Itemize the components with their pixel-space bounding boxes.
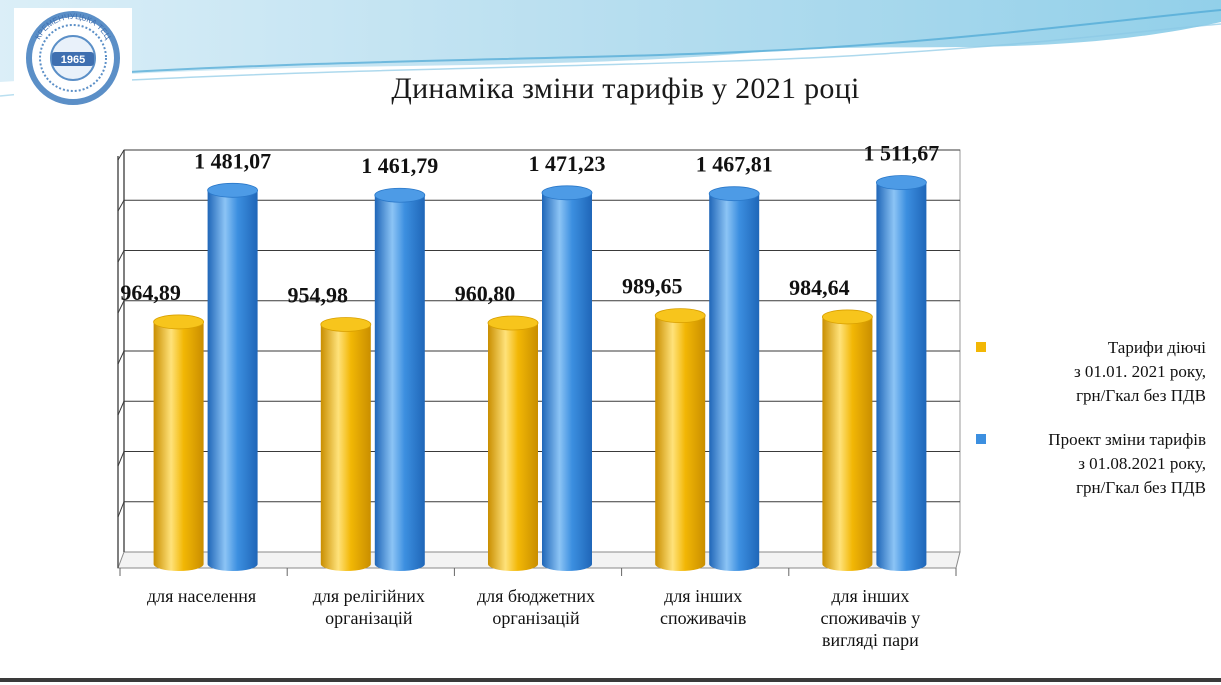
bar-top bbox=[487, 315, 539, 331]
data-label: 1 481,07 bbox=[194, 148, 271, 173]
header-wave-decoration bbox=[0, 0, 1221, 97]
data-label: 1 467,81 bbox=[696, 152, 773, 177]
category-label: для інших споживачів у вигляді пари bbox=[820, 586, 921, 650]
category-label: для населення bbox=[146, 586, 257, 606]
category-label: для релігійних організацій bbox=[312, 586, 425, 628]
data-label: 989,65 bbox=[622, 274, 683, 299]
bar-proposed-2 bbox=[374, 187, 426, 571]
bar-top bbox=[153, 314, 205, 330]
bar-top bbox=[876, 175, 927, 190]
gridline-connector bbox=[117, 350, 125, 365]
bar-body bbox=[153, 321, 204, 572]
logo-year: 1965 bbox=[61, 54, 85, 66]
category-label: для інших споживачів bbox=[660, 586, 747, 628]
bar-body bbox=[876, 182, 927, 572]
bar-body bbox=[542, 192, 592, 571]
gridline-connector bbox=[117, 300, 125, 314]
chart-title: Динаміка зміни тарифів у 2021 році bbox=[391, 72, 860, 105]
bar-body bbox=[822, 316, 873, 572]
bar-current-4 bbox=[654, 308, 706, 572]
company-logo: 1965 КРЕМЕНЧУЦЬКА ТЕЦ bbox=[14, 8, 132, 106]
legend-label: Проект зміни тарифів з 01.08.2021 року, гр… bbox=[1048, 430, 1206, 497]
legend-item: Тарифи діючі з 01.01. 2021 року, грн/Гкал … bbox=[976, 336, 1206, 408]
bar-body bbox=[709, 193, 760, 572]
bar-current-1 bbox=[153, 314, 205, 572]
bar-top bbox=[822, 309, 873, 325]
bar-proposed-5 bbox=[876, 175, 927, 572]
bar-proposed-3 bbox=[541, 185, 593, 571]
gridline-connector bbox=[117, 401, 125, 416]
chart-legend: Тарифи діючі з 01.01. 2021 року, грн/Гкал … bbox=[976, 336, 1206, 520]
gridline-connector bbox=[117, 149, 125, 161]
data-label: 984,64 bbox=[789, 275, 850, 300]
bar-current-2 bbox=[320, 317, 372, 572]
bar-top bbox=[207, 182, 259, 198]
legend-item: Проект зміни тарифів з 01.08.2021 року, гр… bbox=[976, 428, 1206, 500]
bar-body bbox=[207, 190, 258, 572]
gridline-connector bbox=[117, 501, 125, 518]
data-label: 1 511,67 bbox=[864, 141, 940, 166]
bar-proposed-1 bbox=[207, 182, 259, 572]
legend-swatch bbox=[976, 434, 986, 444]
legend-label: Тарифи діючі з 01.01. 2021 року, грн/Гкал … bbox=[1073, 338, 1206, 405]
data-label: 1 471,23 bbox=[529, 151, 606, 176]
bottom-divider bbox=[0, 678, 1221, 682]
bar-body bbox=[374, 195, 425, 571]
category-label: для бюджетних організацій bbox=[476, 586, 596, 628]
data-label: 1 461,79 bbox=[361, 153, 438, 178]
gridline-connector bbox=[117, 250, 125, 263]
bar-top bbox=[320, 317, 372, 332]
gridline-connector bbox=[117, 451, 125, 467]
bar-body bbox=[655, 315, 706, 572]
bar-top bbox=[708, 186, 760, 202]
bar-body bbox=[488, 322, 538, 571]
data-label: 960,80 bbox=[455, 281, 516, 306]
gridline-connector bbox=[117, 200, 125, 212]
data-label: 964,89 bbox=[120, 280, 181, 305]
data-label: 954,98 bbox=[288, 282, 349, 307]
bar-current-3 bbox=[487, 315, 539, 571]
bar-top bbox=[654, 308, 706, 324]
bar-body bbox=[320, 324, 371, 572]
bar-top bbox=[541, 185, 593, 201]
bar-top bbox=[374, 187, 426, 203]
bar-proposed-4 bbox=[708, 186, 760, 572]
legend-swatch bbox=[976, 342, 986, 352]
bar-current-5 bbox=[822, 309, 873, 572]
